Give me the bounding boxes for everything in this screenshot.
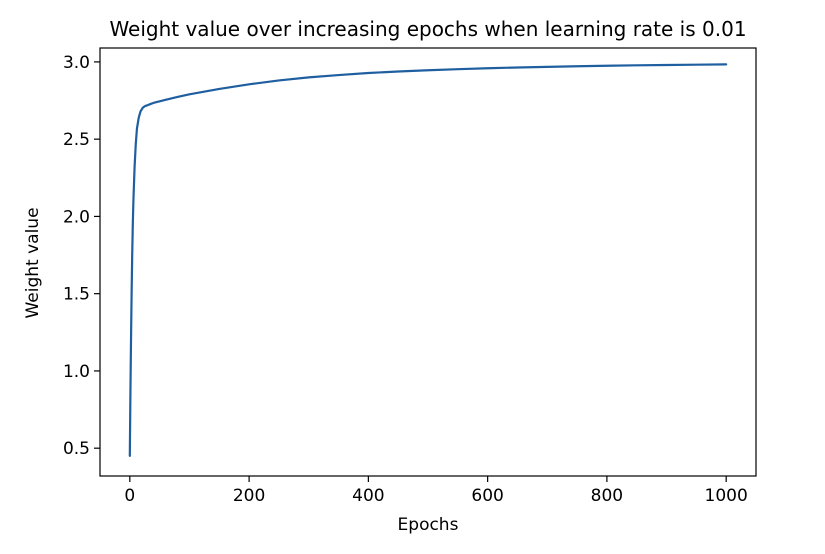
chart-title: Weight value over increasing epochs when… bbox=[109, 17, 746, 41]
x-tick-label: 400 bbox=[352, 486, 384, 506]
x-axis-label: Epochs bbox=[398, 515, 459, 535]
y-tick-label: 1.0 bbox=[63, 362, 90, 382]
plot-frame bbox=[99, 47, 757, 477]
y-tick-label: 1.5 bbox=[63, 285, 90, 305]
x-tick-label: 1000 bbox=[705, 486, 748, 506]
x-tick-label: 200 bbox=[233, 486, 265, 506]
x-axis-ticks: 0 200 400 600 800 1000 bbox=[124, 476, 748, 506]
plot-area bbox=[99, 47, 757, 477]
y-axis-label: Weight value bbox=[23, 207, 43, 318]
y-tick-label: 2.5 bbox=[63, 130, 90, 150]
x-tick-label: 600 bbox=[471, 486, 503, 506]
y-axis-ticks: 0.5 1.0 1.5 2.0 2.5 3.0 bbox=[63, 53, 100, 459]
x-tick-label: 0 bbox=[124, 486, 135, 506]
y-tick-label: 3.0 bbox=[63, 53, 90, 73]
y-tick-label: 0.5 bbox=[63, 439, 90, 459]
series-line-0 bbox=[128, 63, 728, 458]
y-tick-label: 2.0 bbox=[63, 207, 90, 227]
x-tick-label: 800 bbox=[591, 486, 623, 506]
